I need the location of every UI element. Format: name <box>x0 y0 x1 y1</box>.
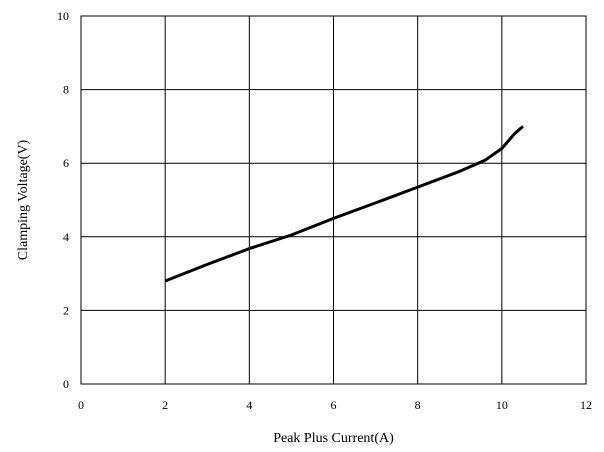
y-tick-label: 0 <box>63 377 69 391</box>
y-tick-label: 10 <box>57 9 69 23</box>
x-axis-title: Peak Plus Current(A) <box>273 431 394 446</box>
x-tick-label: 4 <box>246 398 252 412</box>
plot-area-frame <box>80 15 587 385</box>
y-tick-label: 8 <box>63 83 69 97</box>
y-tick-label: 2 <box>63 303 69 317</box>
x-tick-label: 6 <box>331 398 337 412</box>
x-tick-label: 12 <box>580 398 592 412</box>
grid <box>81 16 586 384</box>
x-axis-tick-labels: 0 2 4 6 8 10 12 <box>78 398 592 412</box>
series-layer <box>164 125 524 283</box>
y-tick-label: 4 <box>63 230 69 244</box>
x-tick-label: 10 <box>496 398 508 412</box>
x-tick-label: 0 <box>78 398 84 412</box>
y-tick-label: 6 <box>63 156 69 170</box>
y-axis-tick-labels: 0 2 4 6 8 10 <box>57 9 69 391</box>
y-axis-title: Clamping Voltage(V) <box>16 139 31 260</box>
series-line <box>164 125 524 283</box>
x-tick-label: 8 <box>415 398 421 412</box>
x-tick-label: 2 <box>162 398 168 412</box>
